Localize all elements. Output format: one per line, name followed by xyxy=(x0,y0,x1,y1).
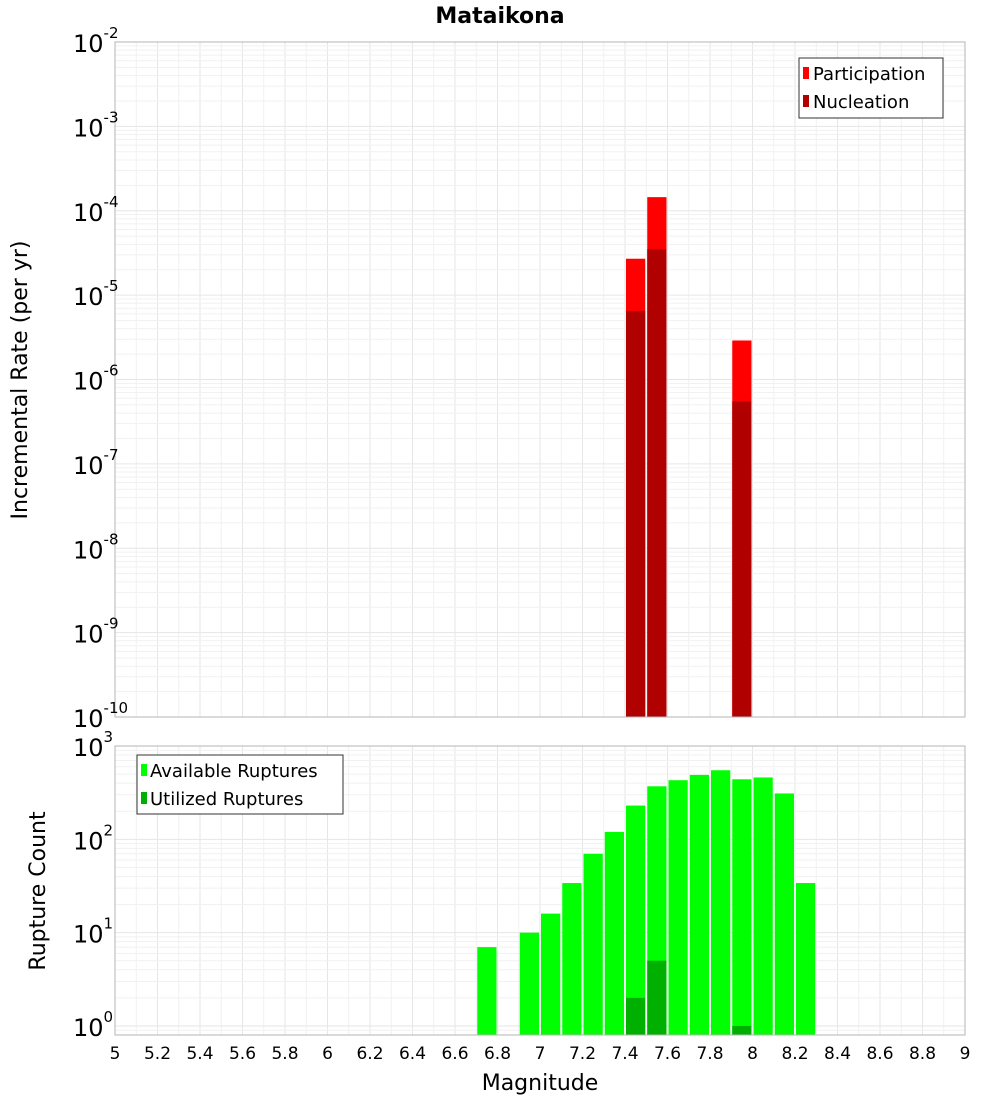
top-bars xyxy=(626,197,752,718)
bottom-bars xyxy=(477,770,816,1035)
top-y-tick-label: 10-4 xyxy=(73,193,119,227)
legend-swatch-participation xyxy=(803,67,809,79)
bottom-y-tick-label: 101 xyxy=(73,915,113,949)
bottom-bar-available-ruptures xyxy=(668,780,688,1035)
x-tick-label: 7 xyxy=(535,1044,546,1064)
top-y-tick-label: 10-9 xyxy=(73,615,119,649)
bottom-y-tick-label: 100 xyxy=(73,1008,113,1042)
legend-label-nucleation: Nucleation xyxy=(813,92,909,113)
top-y-tick-label: 10-2 xyxy=(73,24,119,58)
x-tick-label: 8 xyxy=(747,1044,758,1064)
x-tick-label: 5.2 xyxy=(144,1044,171,1064)
x-tick-label: 8.2 xyxy=(781,1044,808,1064)
bottom-panel: 100 101 102 103 5 5.2 5.4 5.6 5.8 6 6.2 6.4 6.6 6.8 7… xyxy=(26,728,970,1096)
x-tick-label: 7.6 xyxy=(654,1044,681,1064)
x-tick-label: 9 xyxy=(960,1044,971,1064)
bottom-bar-available-ruptures xyxy=(562,883,582,1035)
x-tick-label: 7.2 xyxy=(569,1044,596,1064)
bottom-x-ticks: 5 5.2 5.4 5.6 5.8 6 6.2 6.4 6.6 6.8 7 7.2 7.4 7.6 7.8 8… xyxy=(110,1044,971,1064)
top-grid xyxy=(114,42,966,718)
legend-label-available: Available Ruptures xyxy=(150,761,318,782)
top-y-tick-label: 10-5 xyxy=(73,277,119,311)
bottom-bar-available-ruptures xyxy=(477,947,497,1035)
bottom-bar-utilized-ruptures xyxy=(626,997,646,1035)
top-bar-nucleation xyxy=(732,401,752,717)
x-tick-label: 5 xyxy=(110,1044,121,1064)
top-y-tick-label: 10-7 xyxy=(73,446,119,480)
legend-swatch-utilized xyxy=(141,792,147,804)
top-y-tick-label: 10-8 xyxy=(73,530,119,564)
bottom-bar-available-ruptures xyxy=(604,831,624,1035)
legend-swatch-available xyxy=(141,764,147,776)
bottom-y-axis-label: Rupture Count xyxy=(26,811,51,971)
bottom-bar-available-ruptures xyxy=(796,883,816,1035)
bottom-bar-available-ruptures xyxy=(711,770,731,1035)
bottom-y-tick-label: 103 xyxy=(73,728,113,762)
x-tick-label: 5.8 xyxy=(271,1044,298,1064)
x-tick-label: 6.4 xyxy=(399,1044,426,1064)
x-axis-label: Magnitude xyxy=(482,1071,599,1096)
x-tick-label: 5.6 xyxy=(229,1044,256,1064)
top-y-tick-label: 10-3 xyxy=(73,108,119,142)
bottom-bar-utilized-ruptures xyxy=(647,960,667,1035)
bottom-bar-available-ruptures xyxy=(689,774,709,1035)
bottom-bar-available-ruptures xyxy=(541,913,561,1035)
x-tick-label: 7.8 xyxy=(696,1044,723,1064)
top-bar-nucleation xyxy=(626,310,646,717)
legend-label-utilized: Utilized Ruptures xyxy=(150,789,303,810)
bottom-plot-frame xyxy=(114,745,966,1036)
x-tick-label: 7.4 xyxy=(611,1044,638,1064)
top-y-ticks: 10-10 10-9 10-8 10-7 10-6 10-5 10-4 10-3 10-2 xyxy=(73,24,128,733)
bottom-bar-available-ruptures xyxy=(753,777,773,1035)
top-bar-nucleation xyxy=(647,249,667,718)
top-plot-frame xyxy=(114,41,966,718)
x-tick-label: 5.4 xyxy=(186,1044,213,1064)
top-y-tick-label: 10-10 xyxy=(73,699,128,733)
bottom-y-tick-label: 102 xyxy=(73,821,113,855)
bottom-bar-available-ruptures xyxy=(626,805,646,1035)
legend-label-participation: Participation xyxy=(813,64,925,85)
x-tick-label: 6.8 xyxy=(484,1044,511,1064)
top-legend: Participation Nucleation xyxy=(798,57,944,119)
bottom-legend: Available Ruptures Utilized Ruptures xyxy=(136,754,344,815)
bottom-bar-utilized-ruptures xyxy=(732,1025,752,1035)
x-tick-label: 8.8 xyxy=(909,1044,936,1064)
bottom-bar-available-ruptures xyxy=(774,793,794,1035)
x-tick-label: 8.4 xyxy=(824,1044,851,1064)
chart-title: Mataikona xyxy=(435,4,564,29)
x-tick-label: 6.2 xyxy=(356,1044,383,1064)
bottom-bar-available-ruptures xyxy=(583,853,603,1035)
top-y-tick-label: 10-6 xyxy=(73,362,119,396)
top-panel: 10-10 10-9 10-8 10-7 10-6 10-5 10-4 10-3 10-2 In… xyxy=(8,24,966,733)
x-tick-label: 6.6 xyxy=(441,1044,468,1064)
bottom-bar-available-ruptures xyxy=(519,932,539,1035)
x-tick-label: 6 xyxy=(322,1044,333,1064)
bottom-y-ticks: 100 101 102 103 xyxy=(73,728,113,1042)
bottom-bar-available-ruptures xyxy=(732,779,752,1035)
legend-swatch-nucleation xyxy=(803,95,809,107)
x-tick-label: 8.6 xyxy=(866,1044,893,1064)
top-y-axis-label: Incremental Rate (per yr) xyxy=(8,241,33,520)
